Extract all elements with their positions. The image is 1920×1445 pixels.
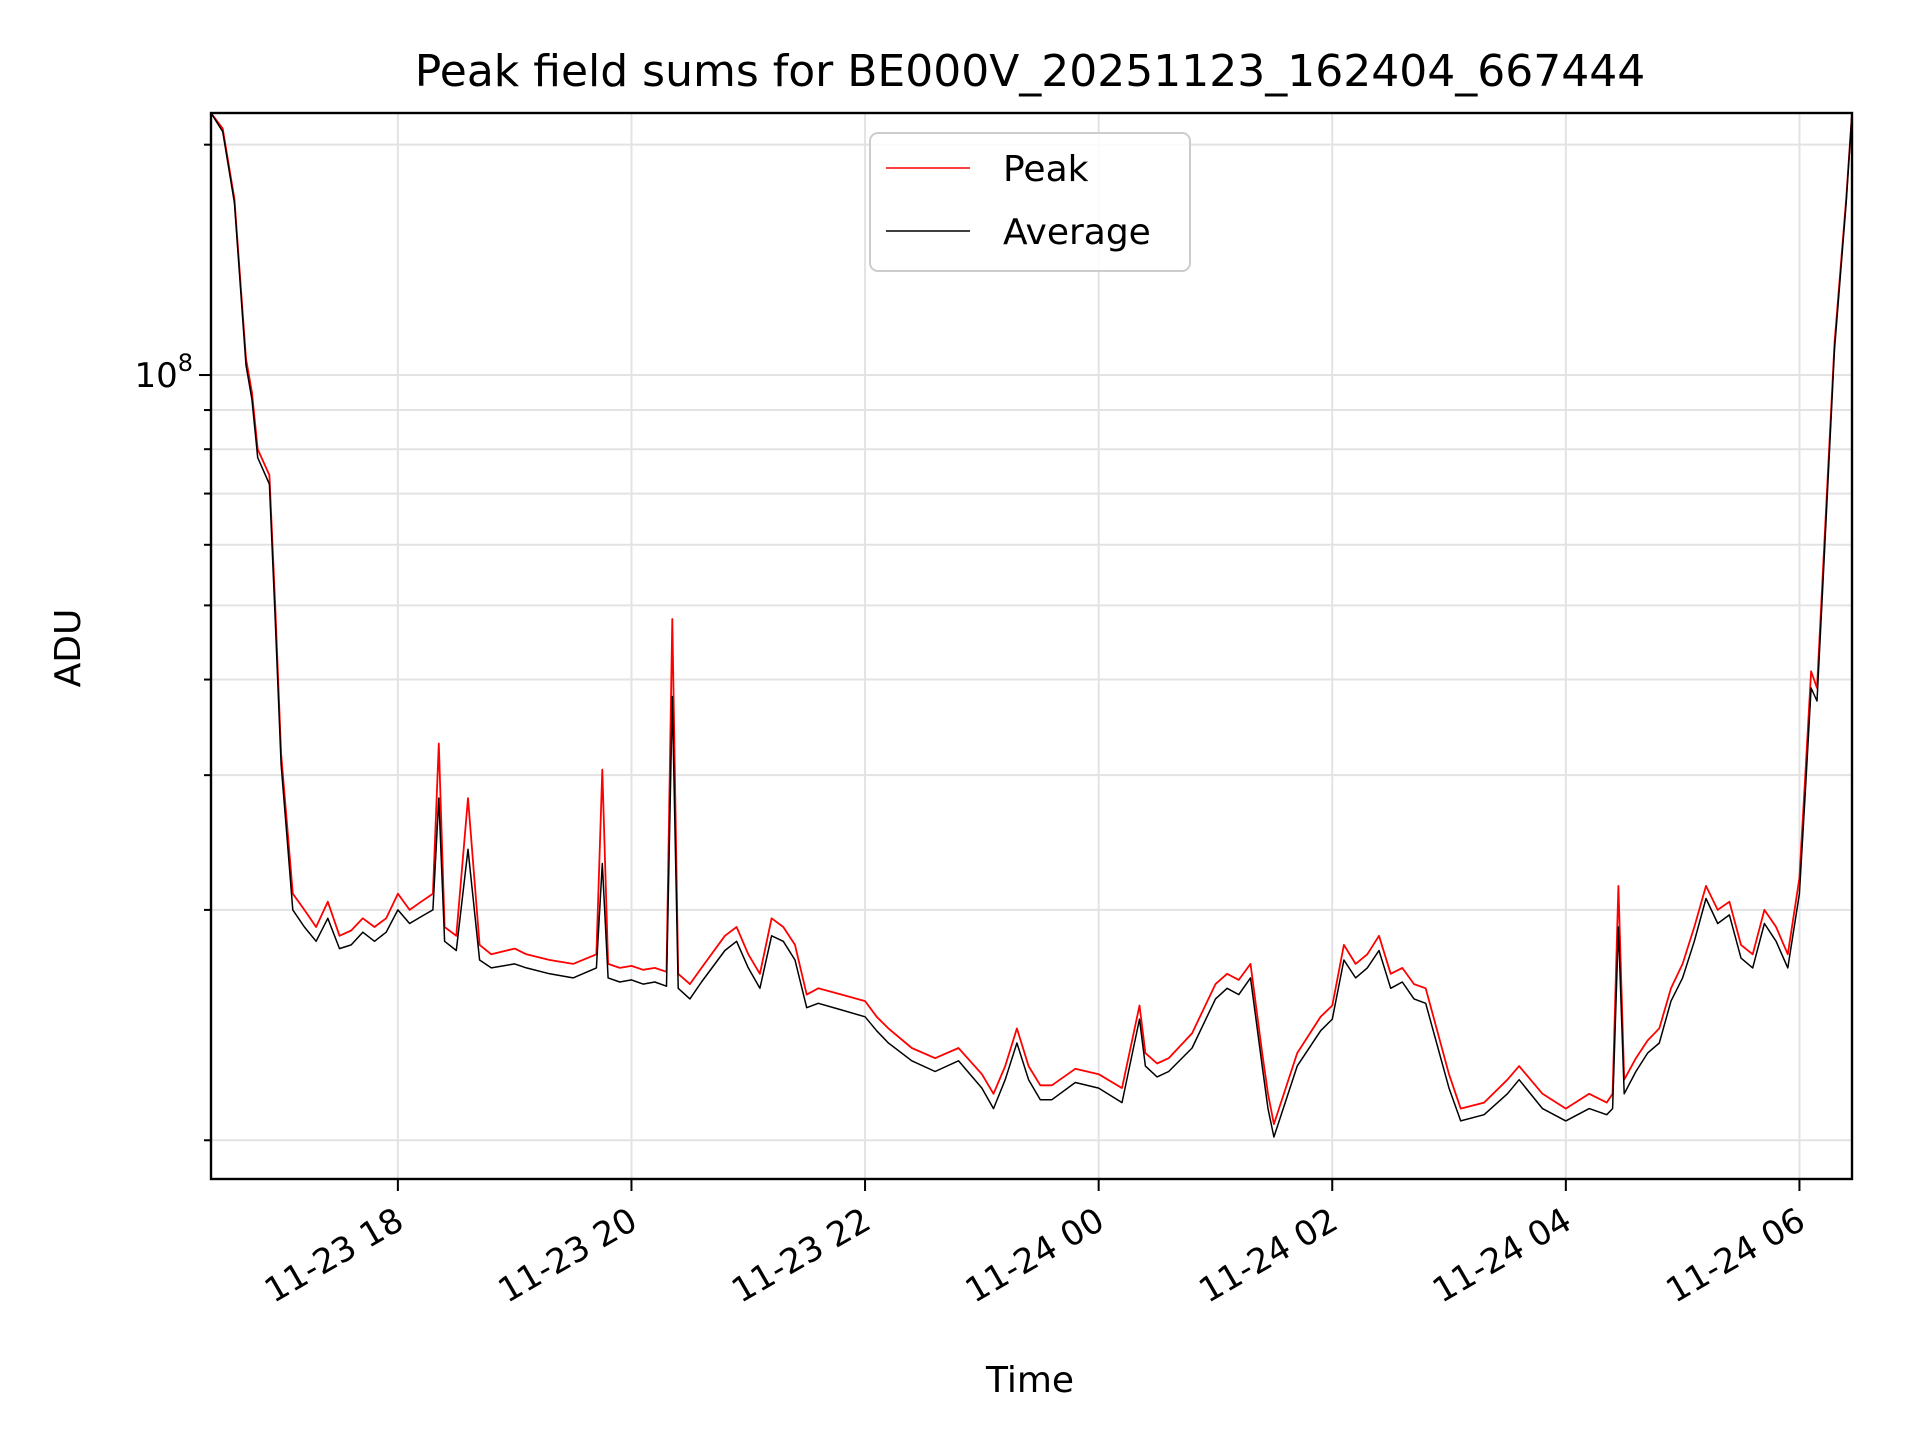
series-line-peak	[210, 112, 1853, 1125]
x-axis-label: Time	[985, 1360, 1074, 1401]
series-group	[210, 112, 1853, 1138]
legend: Peak Average	[869, 132, 1191, 272]
chart-title: Peak field sums for BE000V_20251123_1624…	[415, 46, 1645, 97]
legend-label-average: Average	[1003, 212, 1151, 253]
series-line-average	[210, 112, 1853, 1138]
y-axis-label: ADU	[48, 609, 89, 688]
plot-frame	[209, 111, 1854, 1181]
y-tick-label: 108	[134, 349, 193, 396]
y-tick-labels: 108	[134, 349, 193, 396]
axis-ticks	[199, 143, 1801, 1191]
grid	[211, 113, 1852, 1179]
legend-label-peak: Peak	[1003, 149, 1089, 190]
